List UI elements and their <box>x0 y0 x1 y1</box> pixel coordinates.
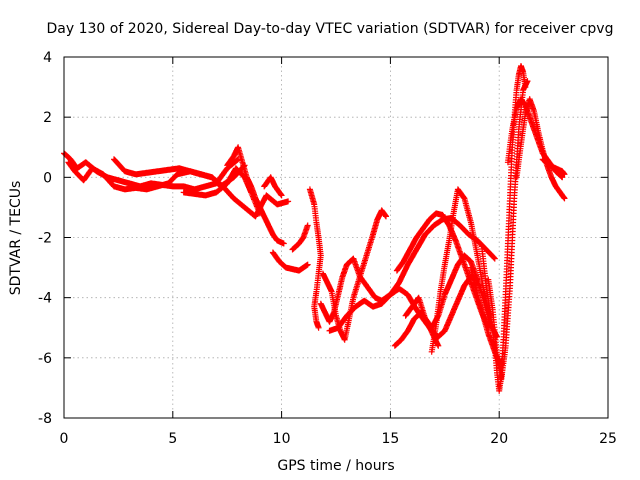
series-8 <box>289 222 311 253</box>
data-points <box>61 63 568 394</box>
series-markers <box>478 63 529 394</box>
x-tick-label: 5 <box>168 431 177 447</box>
series-18 <box>478 63 529 394</box>
series-7 <box>261 174 285 199</box>
y-axis-label: SDTVAR / TECUs <box>8 181 24 296</box>
series-markers <box>111 156 292 220</box>
series-markers <box>513 96 568 202</box>
y-tick-label: 2 <box>43 110 52 126</box>
series-6 <box>269 249 311 274</box>
y-tick-label: -4 <box>38 291 52 307</box>
series-22 <box>539 156 568 178</box>
series-3 <box>111 156 292 220</box>
y-tick-label: -2 <box>38 231 52 247</box>
series-5 <box>224 144 287 247</box>
x-tick-label: 15 <box>381 431 399 447</box>
x-tick-label: 10 <box>273 431 291 447</box>
axis-ticks <box>63 56 609 419</box>
series-markers <box>306 186 324 331</box>
y-tick-label: 0 <box>43 170 52 186</box>
series-markers <box>224 144 287 247</box>
y-tick-label: -8 <box>38 411 52 427</box>
series-markers <box>269 249 311 274</box>
series-markers <box>261 174 285 199</box>
series-markers <box>539 156 568 178</box>
grid <box>64 57 608 418</box>
y-tick-label: 4 <box>43 50 52 66</box>
series-markers <box>428 186 494 355</box>
chart-title: Day 130 of 2020, Sidereal Day-to-day VTE… <box>47 21 614 37</box>
x-tick-label: 0 <box>60 431 69 447</box>
series-21 <box>513 96 568 202</box>
series-9 <box>306 186 324 331</box>
y-tick-label: -6 <box>38 351 52 367</box>
x-tick-label: 20 <box>490 431 508 447</box>
x-tick-label: 25 <box>599 431 617 447</box>
x-axis-label: GPS time / hours <box>277 458 394 474</box>
y-tick-labels: -8 -6 -4 -2 0 2 4 <box>38 50 52 427</box>
series-16 <box>428 186 494 355</box>
series-markers <box>289 222 311 253</box>
x-tick-labels: 0 5 10 15 20 25 <box>60 431 617 447</box>
